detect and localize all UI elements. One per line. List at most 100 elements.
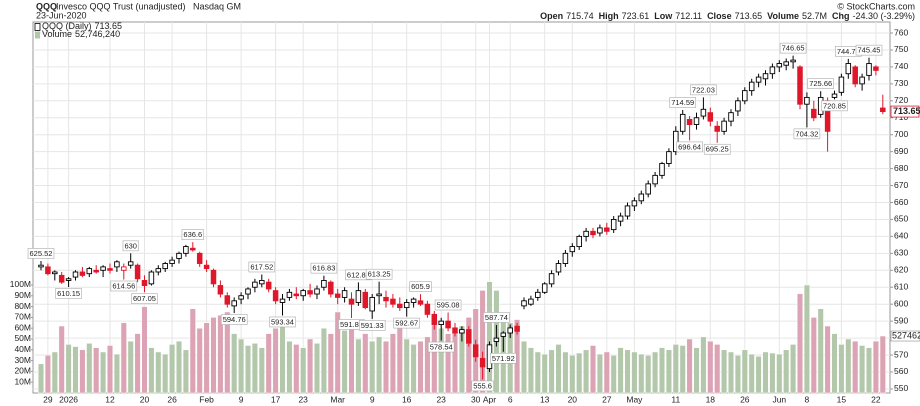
candle-body — [176, 252, 182, 259]
volume-bar — [410, 344, 417, 394]
x-tick-label: 17 — [271, 394, 281, 404]
candle-body — [707, 112, 714, 122]
candle-body — [403, 302, 410, 309]
candle-body — [617, 215, 624, 222]
candle-body — [700, 108, 707, 117]
volume-bar — [162, 353, 169, 394]
volume-bar — [445, 333, 452, 394]
volume-bar — [727, 351, 735, 394]
candle-body — [597, 227, 603, 234]
candle-body — [100, 266, 106, 271]
annotation-box — [393, 317, 420, 329]
volume-bar — [272, 327, 279, 394]
x-tick-label: Jun — [772, 394, 786, 404]
price-annotation: 625.52 — [30, 249, 53, 258]
volume-bar — [79, 349, 86, 394]
x-tick-label: 12 — [105, 394, 115, 404]
volume-bar — [210, 317, 217, 394]
quote-label: Volume — [767, 11, 799, 21]
candle-body — [272, 290, 279, 302]
x-tick-label: Feb — [199, 394, 214, 404]
candle-body — [45, 266, 51, 275]
volume-bar — [244, 345, 252, 394]
volume-bar — [458, 325, 465, 394]
price-annotation: 587.74 — [485, 313, 508, 322]
legend-label: Volume — [42, 29, 72, 39]
annotation-box — [676, 141, 703, 153]
price-annotation: 744.76 — [837, 47, 860, 56]
volume-bar — [845, 338, 852, 394]
volume-bar — [707, 340, 714, 394]
y-tick-label: 630 — [894, 248, 908, 258]
volume-bar — [307, 338, 314, 394]
volume-bar — [65, 344, 72, 394]
price-annotation: 612.88 — [347, 270, 370, 279]
volume-bar — [824, 325, 831, 394]
price-annotation: 745.45 — [858, 46, 881, 55]
price-annotation: 725.66 — [809, 79, 832, 88]
y-tick-label: 740 — [894, 61, 908, 71]
y-tick-label: 730 — [894, 78, 908, 88]
candle-body — [693, 117, 700, 125]
volume-bar — [576, 352, 583, 394]
candle-body — [397, 303, 403, 309]
x-tick-label: 26 — [167, 394, 177, 404]
volume-bar — [520, 340, 528, 394]
x-tick-label: 18 — [706, 394, 716, 404]
volume-bar — [148, 347, 155, 394]
volume-bar — [527, 347, 534, 394]
candle-body — [748, 81, 755, 92]
candle-body — [424, 303, 431, 315]
x-tick-label: 8 — [805, 394, 810, 404]
candle-body — [169, 259, 175, 264]
volume-bar — [817, 308, 824, 394]
legend-price: QQQ (Daily) 713.65 — [42, 21, 122, 31]
volume-marker: 52746240 — [892, 330, 920, 340]
volume-bar — [748, 353, 755, 394]
candle-body — [541, 283, 548, 293]
candle-body — [852, 66, 858, 85]
candle-body — [459, 329, 465, 334]
volume-bar — [810, 317, 817, 394]
annotation-box — [248, 261, 276, 273]
volume-tick-label: 30M — [14, 355, 31, 365]
volume-bar — [217, 314, 224, 394]
volume-bar — [348, 327, 355, 394]
volume-bar — [555, 344, 562, 394]
volume-bar — [396, 327, 403, 394]
volume-bar — [872, 340, 879, 394]
annotation-box — [220, 314, 248, 325]
x-tick-label: 15 — [837, 394, 847, 404]
volume-bar — [665, 349, 672, 394]
candle-body — [590, 230, 596, 236]
legend-swatch — [34, 23, 41, 31]
volume-tick-label: 70M — [14, 312, 31, 322]
candle-body — [148, 271, 155, 285]
price-annotation: 704.32 — [795, 129, 818, 138]
candle-body — [500, 332, 507, 337]
volume-tick-label: 60M — [14, 322, 31, 332]
volume-bar — [541, 353, 548, 394]
candle-body — [569, 246, 576, 253]
price-annotation: 578.54 — [430, 343, 453, 352]
volume-bar — [589, 345, 597, 394]
volume-bar — [327, 333, 334, 394]
candle-body — [721, 120, 727, 132]
volume-bar — [424, 336, 431, 394]
volume-bar — [189, 308, 196, 394]
x-tick-label: 29 — [43, 394, 53, 404]
volume-bar — [721, 349, 728, 394]
candle-body — [52, 271, 58, 275]
y-tick-label: 660 — [894, 197, 908, 207]
candle-body — [838, 76, 845, 93]
candle-body — [390, 298, 396, 305]
candle-body — [107, 268, 113, 271]
volume-bar — [700, 336, 707, 394]
price-annotation: 595.08 — [437, 301, 460, 310]
volume-bar — [417, 340, 424, 394]
candle-body — [528, 298, 534, 305]
candle-body — [334, 293, 341, 298]
candle-body — [86, 268, 93, 275]
candle-body — [555, 263, 562, 273]
quote-value: 715.74 — [566, 11, 594, 21]
